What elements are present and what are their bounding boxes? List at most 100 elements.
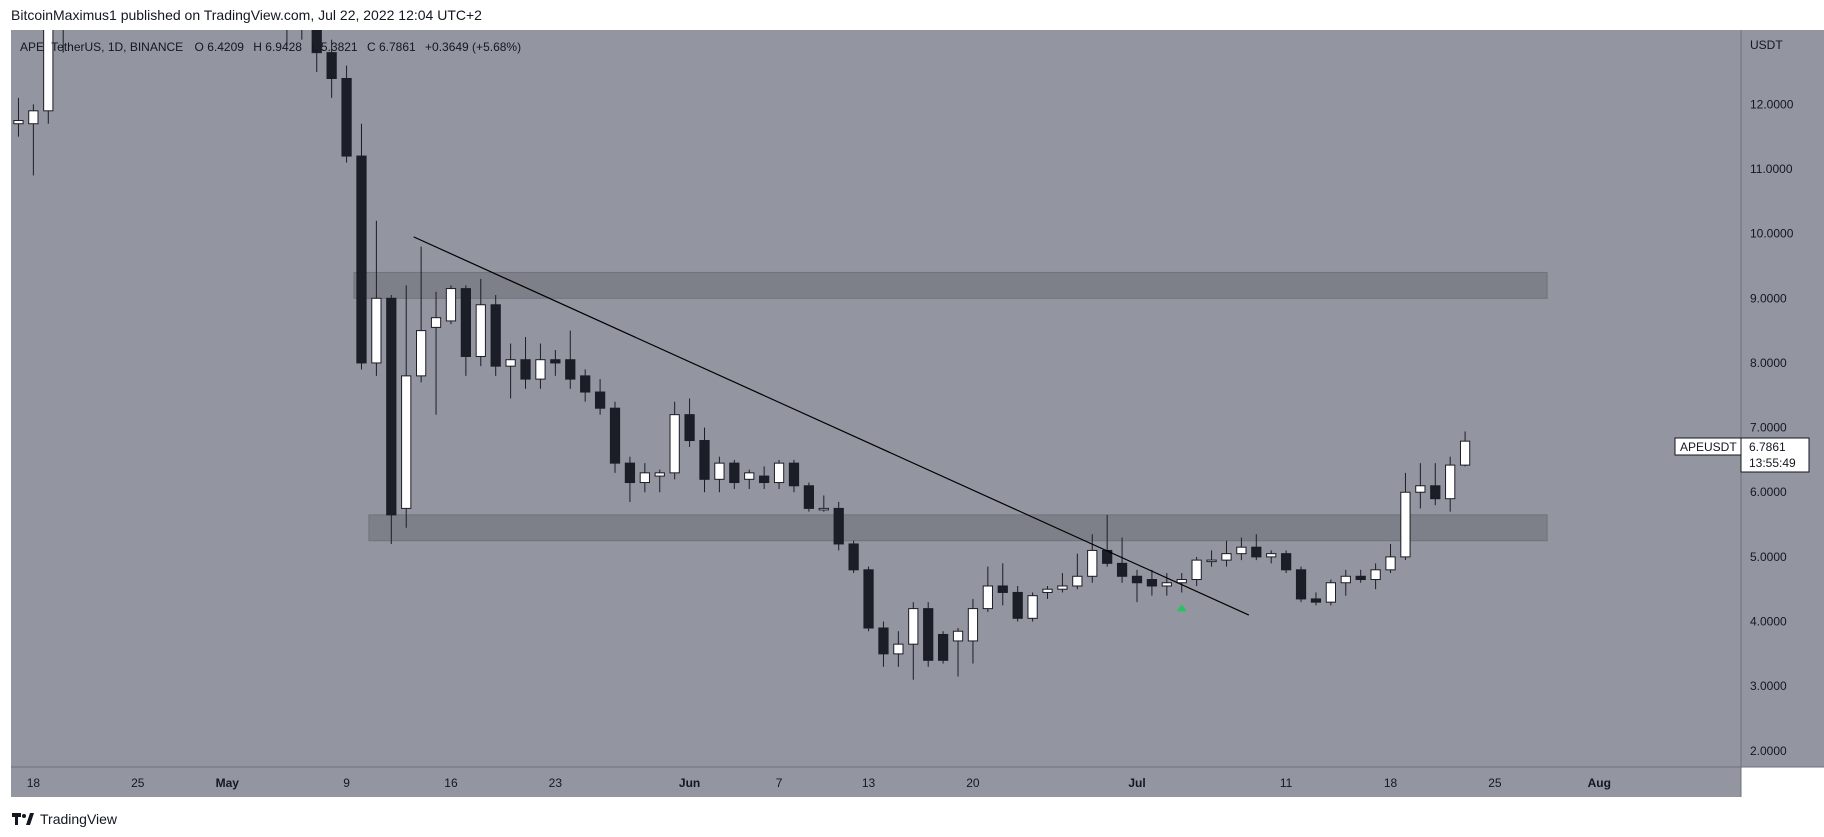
candle[interactable] [729, 459, 740, 490]
candle[interactable] [699, 427, 710, 493]
candle[interactable] [639, 463, 650, 493]
candle[interactable] [59, 1, 68, 53]
candle[interactable] [475, 278, 486, 367]
candle[interactable] [490, 295, 501, 376]
candle[interactable] [371, 220, 382, 376]
candle[interactable] [282, 0, 291, 47]
candle[interactable] [803, 482, 815, 512]
candle[interactable] [848, 540, 859, 574]
candle[interactable] [833, 501, 844, 551]
candle[interactable] [1459, 431, 1471, 467]
candle[interactable] [654, 469, 665, 493]
candle[interactable] [535, 343, 546, 389]
candle[interactable] [1370, 563, 1381, 590]
candle[interactable] [1012, 585, 1023, 622]
candle[interactable] [1266, 550, 1277, 564]
candle[interactable] [565, 330, 576, 389]
candle[interactable] [1072, 553, 1083, 590]
candle[interactable] [1027, 592, 1038, 622]
candle[interactable] [1206, 550, 1217, 567]
candle[interactable] [520, 337, 531, 389]
candle[interactable] [401, 285, 412, 528]
candle[interactable] [609, 401, 621, 473]
candle[interactable] [997, 563, 1008, 606]
candle[interactable] [773, 459, 785, 490]
candle[interactable] [1400, 472, 1411, 561]
descending-trendline[interactable] [413, 236, 1250, 616]
candle[interactable] [445, 285, 457, 325]
plot-area[interactable] [11, 30, 1741, 767]
support-resistance-zone[interactable] [368, 514, 1548, 542]
candle[interactable] [684, 398, 695, 447]
candle[interactable] [1116, 537, 1128, 583]
candle[interactable] [982, 566, 993, 612]
candle[interactable] [714, 456, 725, 493]
candle[interactable] [788, 459, 800, 493]
candle[interactable] [908, 602, 919, 680]
candle[interactable] [1221, 540, 1232, 567]
candle[interactable] [1295, 566, 1307, 603]
candle-body [803, 485, 815, 509]
candle-body [311, 30, 322, 54]
candle[interactable] [594, 379, 606, 415]
candle[interactable] [386, 295, 397, 544]
candle[interactable] [326, 39, 337, 98]
candle[interactable] [1191, 556, 1202, 586]
candle[interactable] [13, 97, 24, 137]
candle[interactable] [1310, 592, 1322, 606]
time-tick-label: Jun [679, 776, 700, 790]
candle[interactable] [28, 104, 39, 176]
candle[interactable] [937, 631, 949, 664]
candle[interactable] [505, 343, 516, 399]
candle[interactable] [669, 401, 680, 480]
support-resistance-zone[interactable] [353, 271, 1548, 299]
candle[interactable] [1281, 550, 1292, 574]
candle[interactable] [1415, 463, 1426, 509]
candle[interactable] [967, 598, 979, 664]
candle[interactable] [1430, 463, 1441, 506]
price-axis[interactable] [1741, 30, 1824, 767]
candle[interactable] [580, 369, 591, 402]
candle-body [1042, 588, 1053, 593]
candle[interactable] [311, 7, 322, 73]
candle[interactable] [1340, 569, 1351, 596]
candle[interactable] [818, 495, 829, 512]
candle-body [386, 297, 397, 516]
footer-brand: TradingView [40, 811, 118, 827]
candle[interactable] [744, 469, 755, 490]
candle[interactable] [356, 123, 367, 370]
candle[interactable] [863, 566, 874, 632]
candle[interactable] [923, 602, 934, 667]
candle[interactable] [1161, 573, 1172, 596]
candle[interactable] [1355, 569, 1366, 583]
candle[interactable] [1042, 585, 1053, 599]
candle[interactable] [1057, 573, 1068, 593]
candle[interactable] [430, 291, 442, 415]
breakout-signal-marker[interactable] [1176, 604, 1187, 612]
candle[interactable] [460, 285, 471, 376]
candle[interactable] [878, 621, 889, 667]
candle[interactable] [624, 456, 636, 502]
candle[interactable] [1325, 579, 1336, 606]
candle[interactable] [341, 65, 352, 163]
candle[interactable] [43, 14, 54, 124]
candle[interactable] [1146, 569, 1158, 596]
candle[interactable] [893, 631, 904, 667]
candle[interactable] [550, 350, 561, 376]
candle[interactable] [759, 466, 770, 490]
candle[interactable] [1176, 573, 1187, 593]
candle-body [535, 359, 546, 380]
time-axis[interactable] [11, 767, 1741, 797]
candle[interactable] [1251, 534, 1262, 561]
candle[interactable] [1385, 543, 1396, 574]
candle[interactable] [1236, 537, 1247, 561]
candle[interactable] [1087, 534, 1098, 583]
time-tick-label: 20 [966, 776, 980, 790]
candle[interactable] [1131, 569, 1143, 603]
candle[interactable] [1445, 456, 1456, 512]
symbol-price-badge[interactable]: APEUSDT 6.7861 13:55:49 [1674, 437, 1810, 473]
candle[interactable] [297, 1, 306, 40]
candle[interactable] [416, 246, 427, 383]
candle[interactable] [952, 628, 964, 677]
